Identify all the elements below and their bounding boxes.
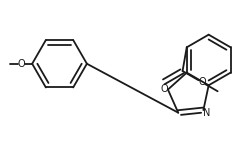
Text: O: O (18, 59, 25, 69)
Text: O: O (198, 77, 206, 87)
Text: N: N (203, 108, 210, 118)
Text: O: O (160, 84, 168, 94)
